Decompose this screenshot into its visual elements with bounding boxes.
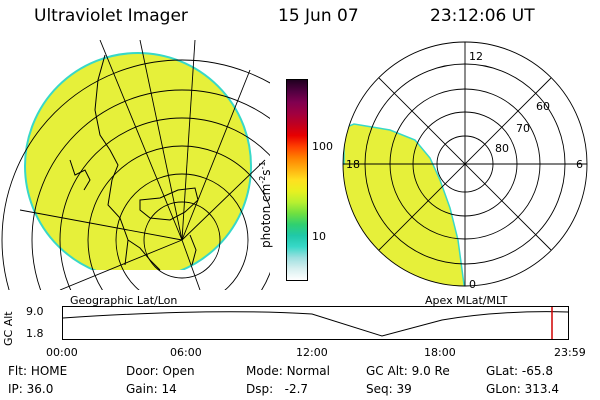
app-title: Ultraviolet Imager (34, 6, 188, 26)
timeline-ymax: 9.0 (26, 305, 44, 318)
longitude-grid (19, 40, 266, 290)
magnetic-map: 12 18 6 0 60 70 80 (342, 41, 588, 291)
mlat-label-80: 80 (495, 142, 509, 155)
mlt-label-6: 6 (576, 158, 583, 171)
mlat-grid (342, 41, 588, 287)
timeline-ymin: 1.8 (26, 327, 44, 340)
time-label: 23:12:06 UT (430, 6, 535, 26)
glat-field: GLat: -65.8 (486, 364, 553, 378)
xtick-0000: 00:00 (46, 346, 78, 359)
xtick-2359: 23:59 (554, 346, 586, 359)
mlt-label-12: 12 (469, 50, 483, 63)
geographic-map: Geographic Lat/Lon (1, 40, 270, 290)
mlat-label-60: 60 (536, 100, 550, 113)
colorbar-gradient (287, 80, 307, 280)
door-field: Door: Open (126, 364, 195, 378)
gain-field: Gain: 14 (126, 382, 177, 396)
date-label: 15 Jun 07 (278, 6, 359, 26)
uv-image-disk (24, 52, 252, 280)
colorbar-tick-10: 10 (312, 230, 326, 243)
gc-alt-plot (62, 306, 569, 340)
xtick-0600: 06:00 (170, 346, 202, 359)
mlt-label-18: 18 (346, 158, 360, 171)
flight-field: Flt: HOME (8, 364, 68, 378)
mlat-label-70: 70 (516, 122, 530, 135)
ip-field: IP: 36.0 (8, 382, 54, 396)
colorbar (286, 79, 308, 281)
mlt-label-0: 0 (469, 278, 476, 291)
seq-field: Seq: 39 (366, 382, 412, 396)
dsp-field: Dsp: -2.7 (246, 382, 309, 396)
gc-alt-trace (62, 311, 569, 337)
xtick-1200: 12:00 (296, 346, 328, 359)
colorbar-unit: photon cm-2s-1 (258, 161, 273, 248)
glon-field: GLon: 313.4 (486, 382, 559, 396)
coastlines (69, 54, 199, 271)
apex-caption: Apex MLat/MLT (425, 294, 508, 307)
timeline-ylabel: GC Alt (2, 311, 15, 346)
geographic-caption: Geographic Lat/Lon (70, 294, 178, 307)
xtick-1800: 18:00 (424, 346, 456, 359)
latitude-grid (1, 59, 270, 290)
mode-field: Mode: Normal (246, 364, 330, 378)
colorbar-tick-100: 100 (312, 140, 333, 153)
uv-image-region (343, 123, 466, 286)
gc-alt-field: GC Alt: 9.0 Re (366, 364, 450, 378)
